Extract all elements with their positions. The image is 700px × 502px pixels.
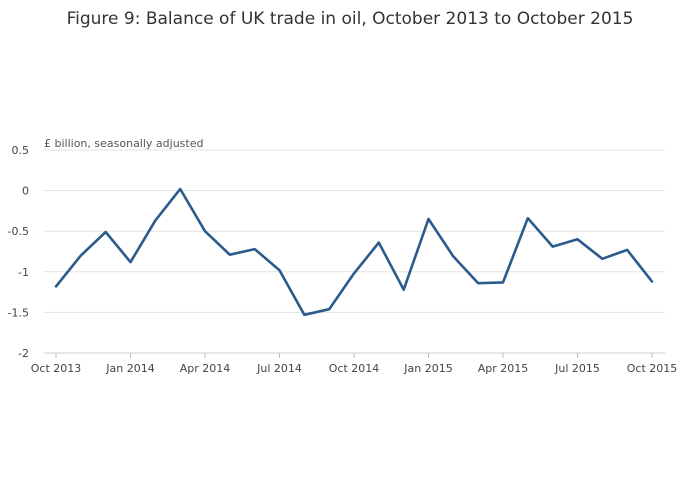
- y-axis-label: £ billion, seasonally adjusted: [44, 137, 203, 150]
- y-tick-label: -1.5: [8, 306, 29, 319]
- data-point[interactable]: [351, 270, 357, 276]
- data-point[interactable]: [202, 228, 208, 234]
- x-tick-label: Jul 2014: [256, 362, 302, 375]
- data-point[interactable]: [475, 280, 481, 286]
- data-point[interactable]: [500, 279, 506, 285]
- data-point[interactable]: [426, 216, 432, 222]
- data-point[interactable]: [401, 287, 407, 293]
- data-point[interactable]: [301, 312, 307, 318]
- data-point[interactable]: [177, 186, 183, 192]
- data-point[interactable]: [78, 253, 84, 259]
- data-point[interactable]: [252, 246, 258, 252]
- x-tick-label: Jul 2015: [554, 362, 600, 375]
- data-point[interactable]: [277, 267, 283, 273]
- data-point[interactable]: [450, 253, 456, 259]
- x-tick-label: Apr 2015: [478, 362, 529, 375]
- data-point[interactable]: [550, 244, 556, 250]
- data-point[interactable]: [128, 259, 134, 265]
- x-tick-label: Jan 2014: [105, 362, 154, 375]
- y-tick-label: 0: [22, 185, 29, 198]
- x-tick-label: Jan 2015: [403, 362, 452, 375]
- data-point[interactable]: [227, 252, 233, 258]
- data-point[interactable]: [649, 279, 655, 285]
- x-tick-label: Apr 2014: [180, 362, 231, 375]
- data-point[interactable]: [575, 236, 581, 242]
- data-point[interactable]: [624, 247, 630, 253]
- data-point[interactable]: [53, 283, 59, 289]
- series-line-layer: [53, 186, 655, 318]
- x-axis: Oct 2013 Jan 2014 Apr 2014 Jul 2014 Oct 2014…: [31, 352, 678, 375]
- data-point[interactable]: [525, 215, 531, 221]
- data-point[interactable]: [599, 256, 605, 262]
- data-point[interactable]: [326, 306, 332, 312]
- y-tick-label: -0.5: [8, 225, 29, 238]
- data-point[interactable]: [152, 218, 158, 224]
- x-tick-label: Oct 2015: [627, 362, 678, 375]
- gridlines: 0.5 0 -0.5 -1 -1.5 -2: [8, 144, 665, 360]
- y-tick-label: -1: [18, 266, 29, 279]
- x-tick-label: Oct 2013: [31, 362, 82, 375]
- data-point[interactable]: [103, 229, 109, 235]
- series-line: [54, 187, 654, 317]
- x-tick-label: Oct 2014: [329, 362, 380, 375]
- chart-title: Figure 9: Balance of UK trade in oil, Oc…: [67, 9, 634, 29]
- y-tick-label: 0.5: [12, 144, 30, 157]
- data-point[interactable]: [376, 240, 382, 246]
- y-tick-label: -2: [18, 347, 29, 360]
